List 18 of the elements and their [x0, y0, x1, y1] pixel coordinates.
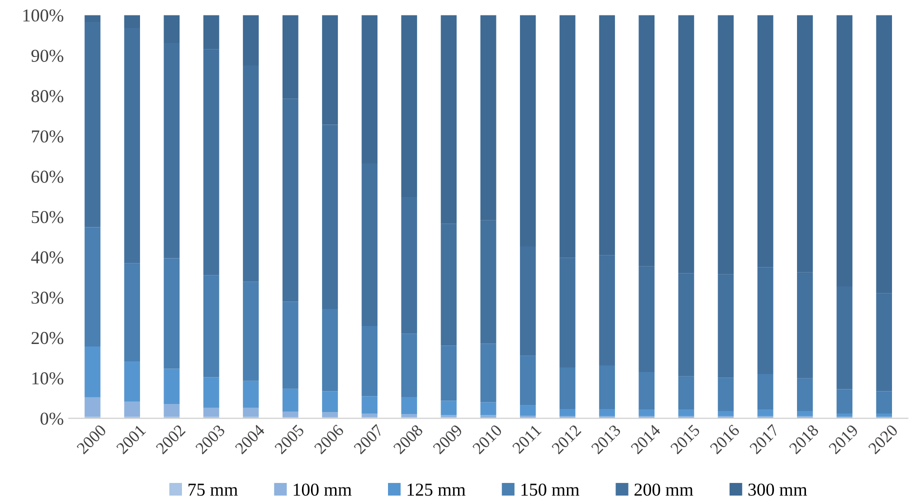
- y-tick-label: 20%: [32, 332, 64, 344]
- legend-label: 75 mm: [188, 484, 238, 496]
- y-tick-label: 70%: [32, 130, 64, 143]
- y-tick-label: 100%: [23, 9, 64, 22]
- legend-label: 150 mm: [521, 484, 580, 496]
- y-tick-label: 50%: [32, 210, 64, 224]
- legend-label: 200 mm: [634, 484, 694, 496]
- legend-label: 100 mm: [294, 484, 352, 496]
- y-tick-label: 10%: [32, 372, 64, 384]
- legend-label: 125 mm: [408, 484, 466, 496]
- x-tick-label: 2011: [512, 424, 542, 454]
- y-tick-label: 80%: [32, 90, 64, 102]
- y-tick-label: 0%: [40, 412, 64, 425]
- y-tick-label: 40%: [31, 251, 64, 264]
- y-tick-label: 90%: [31, 50, 64, 62]
- legend-label: 300 mm: [748, 484, 808, 496]
- y-tick-label: 30%: [32, 292, 64, 304]
- y-tick-label: 60%: [32, 170, 64, 183]
